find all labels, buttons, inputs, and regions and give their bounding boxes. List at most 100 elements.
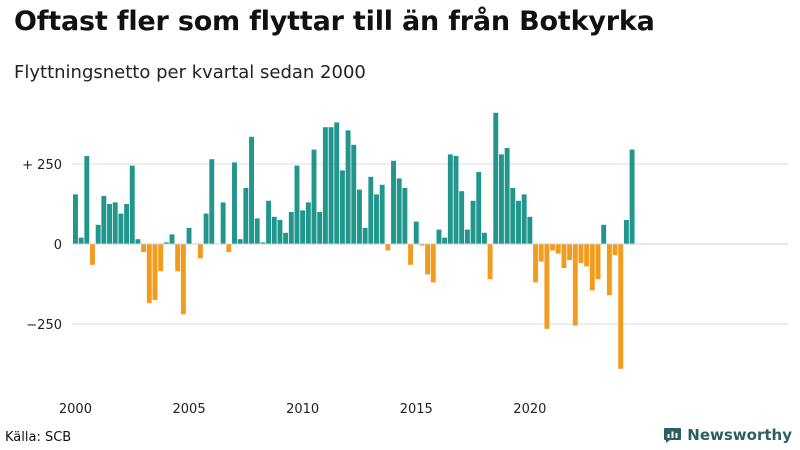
bar (283, 232, 289, 244)
bar (112, 202, 118, 244)
bar (334, 122, 340, 244)
chart-title: Oftast fler som flyttar till än från Bot… (14, 6, 655, 37)
bar (510, 188, 516, 244)
bar (612, 244, 618, 256)
bar (476, 172, 482, 244)
x-tick-label: 2005 (173, 402, 206, 417)
newsworthy-logo[interactable]: Newsworthy (663, 426, 792, 444)
bar (163, 242, 169, 244)
chart-subtitle: Flyttningsnetto per kvartal sedan 2000 (14, 62, 366, 83)
bar (453, 156, 459, 244)
bar (357, 189, 362, 244)
bar (589, 244, 595, 291)
bar (470, 200, 476, 244)
bar (277, 220, 283, 244)
x-tick-label: 2015 (400, 402, 433, 417)
bar (78, 237, 84, 244)
bar (180, 244, 186, 315)
bar (595, 244, 601, 280)
bar (237, 239, 243, 244)
bar (402, 188, 408, 244)
bar (232, 162, 237, 244)
bar (459, 191, 465, 244)
bar (629, 149, 635, 244)
bar (300, 210, 306, 244)
bar (623, 220, 629, 244)
bar (294, 165, 300, 244)
bar (243, 188, 249, 244)
bar (487, 244, 493, 280)
bar (328, 127, 334, 244)
bar (226, 244, 232, 252)
bar (368, 176, 374, 244)
bar (391, 160, 396, 244)
bar (527, 216, 533, 244)
bar (186, 228, 192, 244)
bar (447, 154, 453, 244)
bar (584, 244, 590, 267)
bar (209, 159, 215, 244)
bar (567, 244, 573, 260)
bar (396, 178, 402, 244)
bar (254, 218, 260, 244)
bar (317, 212, 323, 244)
bar (601, 224, 607, 244)
bar (220, 202, 226, 244)
bar (90, 244, 95, 265)
bar (550, 244, 556, 251)
y-tick-label: 0 (54, 238, 62, 253)
bar (73, 194, 78, 244)
bar (499, 154, 504, 244)
bar (618, 244, 624, 369)
bar (538, 244, 544, 262)
bar (521, 194, 527, 244)
bar (504, 148, 510, 244)
bar-chart-icon (664, 427, 682, 443)
bar (203, 213, 209, 244)
bar (606, 244, 612, 296)
y-tick-label: + 250 (22, 158, 62, 173)
bar (141, 244, 147, 252)
bar (533, 244, 538, 283)
bar (351, 144, 357, 244)
bar (107, 204, 112, 244)
bar (339, 170, 345, 244)
bar (271, 216, 277, 244)
y-tick-label: −250 (26, 318, 62, 333)
bar (578, 244, 584, 264)
bar (197, 244, 203, 259)
bar (101, 196, 107, 244)
bar (129, 165, 135, 244)
bar (572, 244, 578, 326)
bar (481, 232, 487, 244)
bar (408, 244, 414, 265)
bar (464, 229, 470, 244)
bar (516, 200, 521, 244)
bar (84, 156, 90, 244)
bar (419, 244, 425, 246)
bar (425, 244, 431, 275)
bar (249, 136, 254, 244)
bar (169, 234, 175, 244)
bar (135, 239, 141, 244)
bar (305, 202, 311, 244)
bar (362, 228, 368, 244)
bar (260, 242, 266, 244)
bar (345, 130, 351, 244)
bar (374, 194, 379, 244)
x-tick-label: 2000 (59, 402, 92, 417)
bar (95, 224, 101, 244)
bar (385, 244, 391, 251)
brand-name: Newsworthy (687, 426, 792, 444)
bar (413, 221, 419, 244)
bar (124, 204, 130, 244)
bar (311, 149, 317, 244)
bar (152, 244, 158, 300)
bar (322, 127, 328, 244)
bar (288, 212, 294, 244)
bar (561, 244, 567, 268)
bar (436, 229, 442, 244)
bar (430, 244, 436, 283)
bar (493, 112, 499, 244)
